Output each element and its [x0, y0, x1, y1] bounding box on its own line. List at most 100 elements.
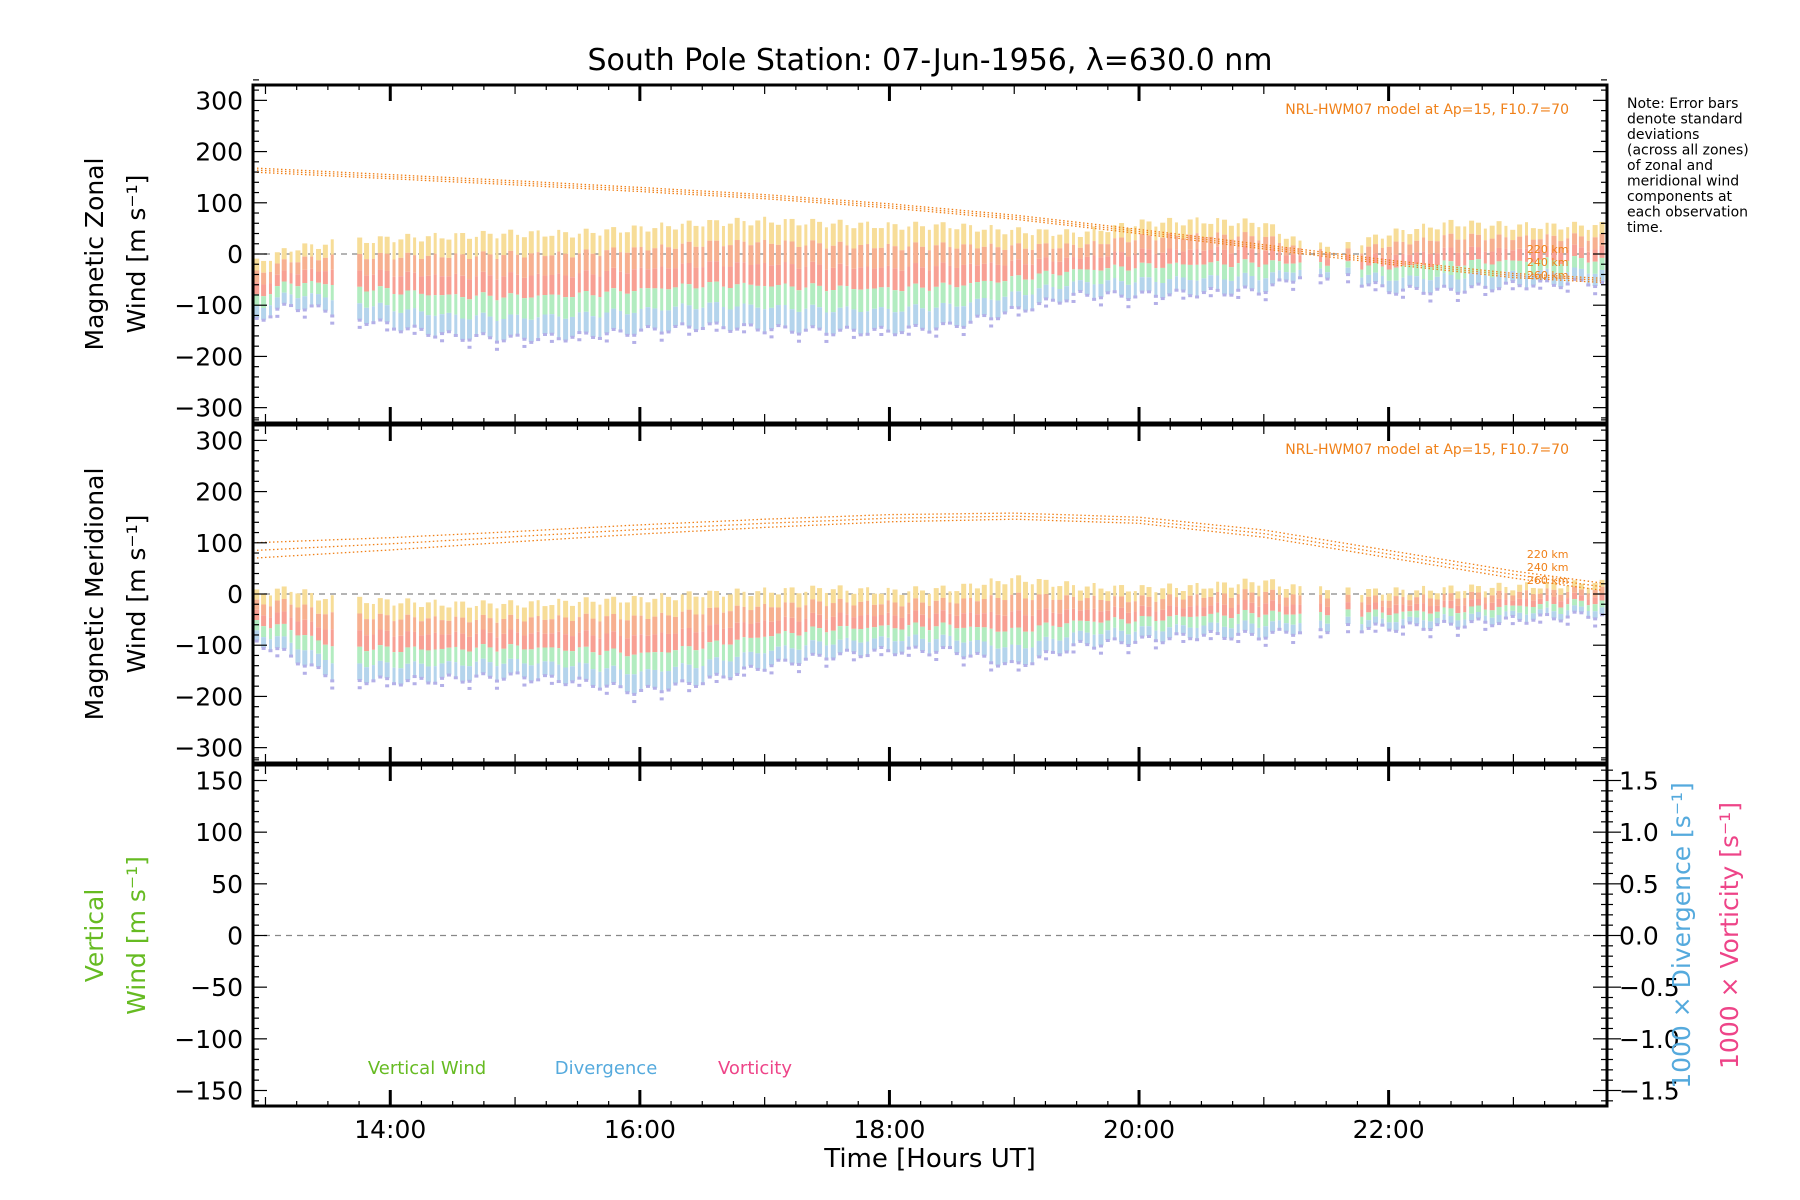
obs-bar: [501, 255, 507, 277]
obs-bar: [384, 646, 390, 663]
obs-bar: [1298, 595, 1302, 605]
obs-bar: [707, 240, 713, 262]
obs-bar: [1270, 272, 1276, 285]
obs-bar: [384, 305, 390, 323]
obs-bar: [899, 617, 905, 630]
obs-bar: [961, 285, 967, 307]
obs-bar: [727, 309, 733, 331]
obs-bar: [693, 632, 699, 651]
y-tick-label: 50: [211, 870, 243, 899]
obs-bar: [981, 263, 987, 281]
obs-point: [680, 679, 685, 683]
obs-point: [961, 663, 966, 667]
y-axis-label: Vertical: [80, 889, 109, 983]
obs-point: [858, 655, 863, 659]
obs-bar: [392, 294, 396, 312]
obs-bar: [763, 286, 767, 310]
obs-bar: [1407, 254, 1413, 266]
obs-bar: [371, 649, 375, 666]
obs-bar: [783, 304, 787, 327]
obs-bar: [1434, 617, 1440, 625]
obs-bar: [1345, 587, 1351, 595]
obs-bar: [1483, 615, 1487, 622]
obs-bar: [1298, 623, 1302, 633]
obs-bar: [1545, 222, 1549, 235]
obs-bar: [364, 603, 370, 620]
obs-bar: [501, 663, 507, 679]
obs-bar: [1146, 587, 1152, 597]
obs-point: [769, 335, 774, 339]
obs-bar: [1064, 609, 1070, 624]
obs-bar: [961, 613, 967, 628]
obs-bar: [583, 663, 589, 680]
obs-bar: [474, 236, 478, 257]
obs-point: [1071, 292, 1076, 296]
obs-bar: [1242, 589, 1248, 600]
obs-bar: [1036, 244, 1042, 259]
obs-bar: [604, 598, 610, 617]
obs-bar: [1448, 261, 1454, 276]
obs-bar: [886, 287, 890, 309]
obs-bar: [824, 619, 828, 633]
obs-bar: [261, 272, 267, 285]
obs-bar: [721, 246, 725, 267]
obs-point: [275, 647, 280, 651]
obs-bar: [1160, 237, 1166, 253]
obs-point: [1490, 624, 1495, 628]
obs-bar: [418, 649, 424, 664]
obs-point: [742, 666, 747, 670]
obs-bar: [508, 600, 514, 615]
obs-bar: [1002, 600, 1008, 616]
obs-point: [1243, 629, 1248, 633]
obs-bar: [1133, 268, 1137, 283]
obs-bar: [1195, 264, 1199, 281]
obs-point: [1291, 280, 1296, 284]
obs-point: [405, 327, 410, 331]
obs-bar: [1592, 261, 1598, 274]
obs-point: [1105, 291, 1110, 295]
obs-bar: [371, 665, 375, 681]
obs-bar: [1113, 225, 1117, 239]
obs-bar: [1530, 587, 1536, 595]
obs-point: [1462, 625, 1467, 629]
obs-point: [1483, 627, 1488, 631]
obs-bar: [727, 611, 733, 628]
obs-bar: [1098, 257, 1104, 271]
obs-bar: [501, 618, 507, 634]
y-tick-label: −100: [174, 291, 243, 320]
obs-bar: [954, 287, 960, 307]
obs-bar: [604, 312, 610, 334]
obs-bar: [680, 283, 684, 304]
obs-bar: [789, 241, 795, 265]
obs-bar: [989, 645, 993, 663]
obs-bar: [1277, 252, 1281, 262]
obs-point: [961, 333, 966, 337]
obs-bar: [1558, 264, 1564, 276]
obs-bar: [1072, 585, 1076, 597]
obs-point: [1023, 309, 1028, 313]
obs-bar: [569, 636, 575, 652]
obs-bar: [1160, 588, 1166, 600]
obs-bar: [866, 587, 870, 601]
obs-bar: [268, 639, 272, 651]
obs-bar: [1592, 249, 1598, 262]
x-tick-label: 20:00: [1103, 1115, 1175, 1144]
obs-bar: [405, 663, 411, 681]
obs-bar: [1558, 601, 1564, 608]
obs-bar: [672, 248, 678, 269]
obs-bar: [1380, 257, 1384, 267]
obs-bar: [995, 648, 1001, 666]
obs-bar: [1422, 620, 1426, 629]
obs-bar: [845, 614, 849, 627]
obs-bar: [940, 597, 946, 611]
right-y-tick-label: 0.5: [1619, 870, 1659, 899]
obs-point: [1009, 305, 1014, 309]
obs-point: [934, 334, 939, 338]
obs-point: [755, 667, 760, 671]
obs-bar: [1592, 597, 1598, 605]
obs-bar: [1366, 237, 1372, 247]
obs-bar: [1154, 601, 1158, 612]
obs-bar: [557, 316, 561, 339]
obs-bar: [1525, 582, 1529, 591]
obs-bar: [892, 602, 898, 616]
